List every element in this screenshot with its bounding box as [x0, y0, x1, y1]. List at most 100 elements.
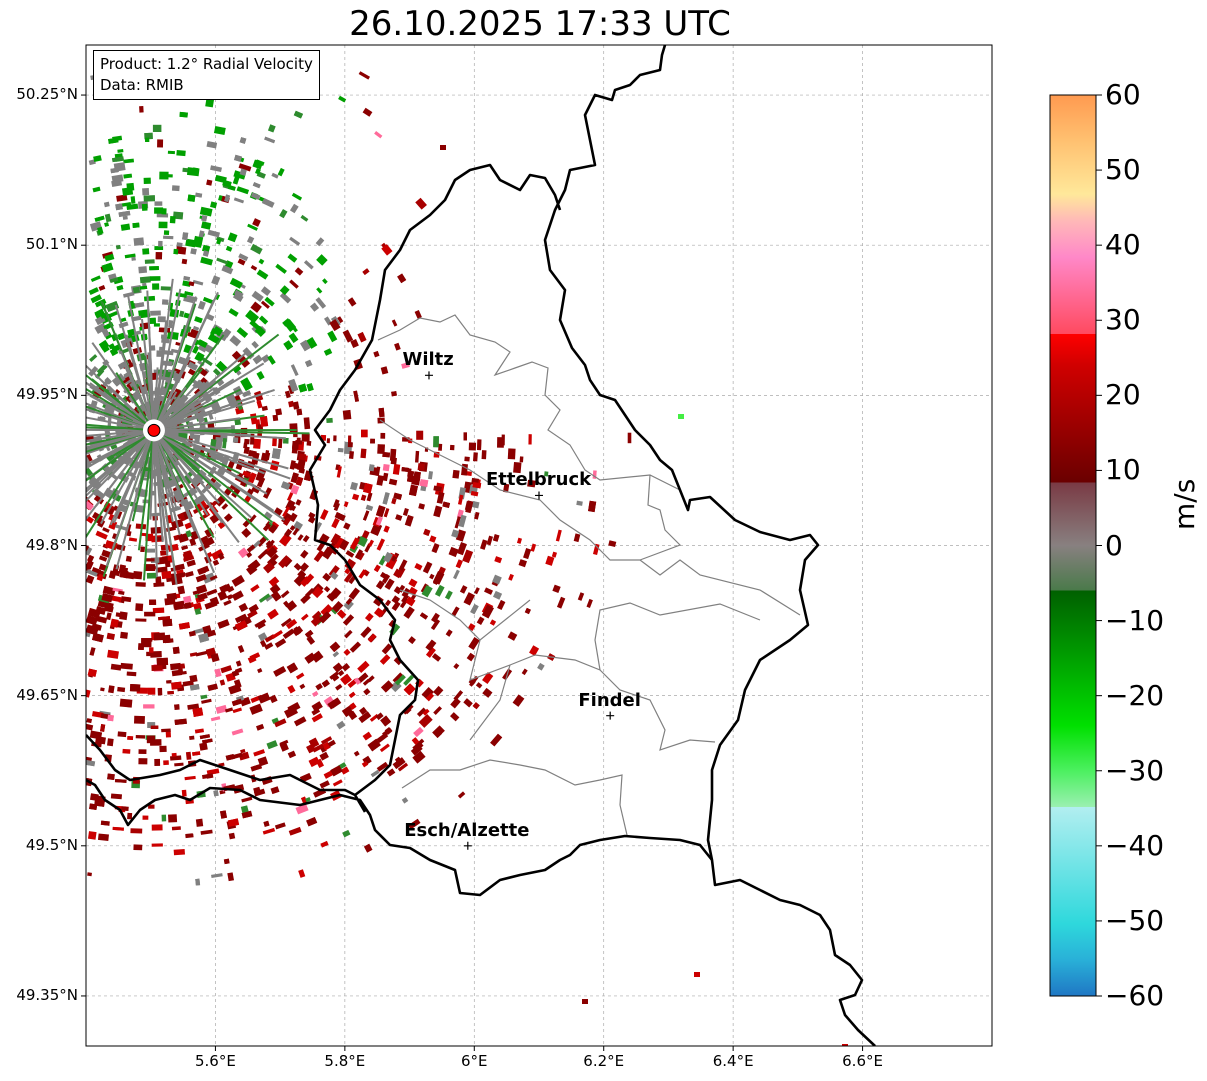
echo-cell: [261, 198, 275, 208]
echo-cell: [250, 192, 261, 200]
echo-cell: [433, 485, 443, 492]
echo-cell: [265, 452, 271, 461]
echo-cell: [528, 434, 532, 445]
echo-cell: [127, 736, 134, 740]
echo-cell: [152, 124, 162, 132]
echo-cell: [403, 683, 416, 696]
echo-cell: [379, 743, 390, 753]
echo-cell: [184, 522, 193, 530]
echo-cell: [189, 674, 198, 683]
echo-cell: [433, 505, 443, 518]
echo-cell: [101, 328, 110, 338]
echo-cell: [360, 626, 372, 638]
echo-cell: [348, 587, 360, 600]
echo-cell: [206, 179, 213, 186]
echo-cell: [210, 165, 222, 173]
echo-cell: [507, 448, 516, 460]
echo-cell: [359, 706, 368, 716]
echo-cell: [290, 364, 299, 376]
echo-cell: [455, 559, 463, 569]
echo-spoke: [119, 350, 155, 431]
lon-tick-label: 6°E: [461, 1052, 488, 1070]
echo-cell: [342, 614, 355, 626]
echo-cell: [256, 269, 269, 280]
echo-cell: [98, 339, 110, 351]
echo-cell: [151, 843, 163, 847]
echo-cell: [89, 647, 96, 656]
echo-cell: [187, 703, 200, 710]
echo-cell: [146, 735, 156, 744]
echo-cell: [135, 734, 146, 739]
echo-cell: [133, 844, 143, 851]
echo-cell: [233, 197, 245, 204]
echo-cell: [178, 513, 186, 522]
echo-cell: [300, 613, 309, 621]
echo-cell: [399, 597, 409, 609]
echo-cell: [288, 378, 299, 392]
echo-cell: [341, 705, 354, 718]
echo-cell: [128, 537, 138, 542]
echo-cell: [433, 685, 444, 697]
echo-spoke: [149, 430, 155, 520]
echo-cell: [340, 673, 352, 686]
echo-cell: [366, 492, 373, 502]
echo-cell: [330, 765, 343, 777]
echo-spoke: [153, 351, 248, 432]
echo-cell: [327, 699, 338, 710]
echo-cell: [171, 826, 181, 831]
echo-cell: [118, 321, 129, 329]
echo-cell: [192, 508, 199, 514]
echo-cell: [138, 749, 147, 754]
echo-cell: [252, 218, 261, 227]
echo-cell: [143, 195, 155, 202]
echo-cell: [234, 289, 244, 298]
echo-cell: [354, 677, 361, 685]
echo-cell: [378, 407, 385, 418]
echo-cell: [391, 595, 401, 605]
echo-cell: [219, 810, 227, 819]
echo-cell: [185, 833, 194, 839]
colorbar-tick-label: −10: [1105, 603, 1165, 637]
colorbar-tick-label: 60: [1105, 78, 1141, 111]
echo-cell: [145, 558, 155, 562]
echo-cell: [353, 390, 360, 403]
echo-cell: [245, 309, 259, 324]
echo-cell: [295, 499, 302, 506]
echo-cell: [162, 618, 173, 627]
echo-cell: [274, 718, 287, 728]
echo-cell: [259, 639, 267, 648]
echo-cell: [555, 529, 562, 542]
lat-tick-label: 49.35°N: [16, 985, 78, 1004]
echo-cell: [507, 631, 518, 641]
echo-cell: [185, 571, 194, 578]
echo-cell: [413, 726, 424, 738]
echo-cell: [463, 592, 475, 606]
echo-cell: [117, 148, 124, 153]
echo-cell: [134, 715, 145, 724]
echo-cell: [308, 512, 316, 519]
echo-cell: [164, 597, 176, 606]
echo-cell: [225, 707, 234, 713]
echo-cell: [284, 390, 291, 399]
echo-cell: [544, 471, 549, 477]
echo-cell: [173, 563, 185, 571]
echo-cell: [260, 286, 271, 296]
echo-cell: [135, 581, 146, 587]
echo-cell: [257, 476, 266, 488]
echo-cell: [181, 258, 188, 265]
echo-cell: [283, 706, 298, 719]
echo-cell: [271, 448, 281, 460]
echo-cell: [114, 779, 127, 783]
echo-cell: [248, 604, 259, 614]
echo-cell: [482, 687, 493, 698]
echo-cell: [336, 720, 346, 730]
echo-cell: [523, 547, 532, 560]
echo-spoke: [153, 429, 209, 516]
echo-cell: [226, 594, 233, 600]
echo-cell: [154, 758, 161, 766]
echo-cell: [100, 687, 105, 692]
echo-cell: [154, 246, 164, 250]
echo-spoke: [152, 430, 158, 578]
echo-spoke: [115, 372, 155, 431]
echo-cell: [141, 203, 148, 211]
